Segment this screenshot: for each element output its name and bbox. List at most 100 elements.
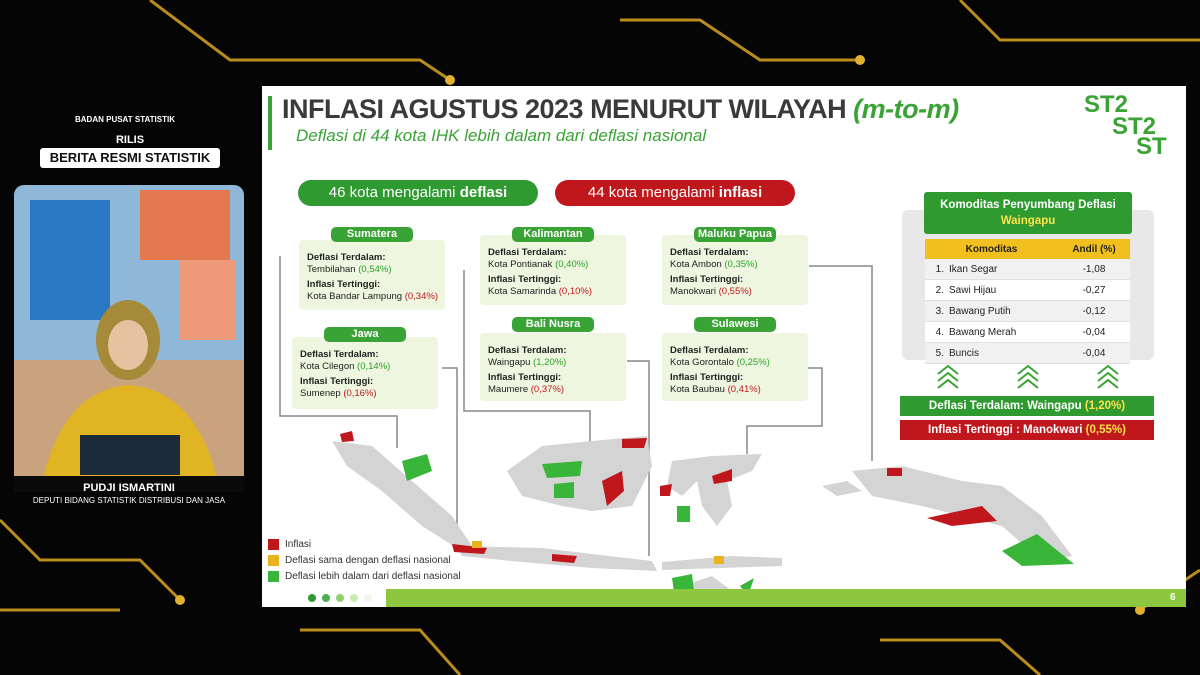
region-box: Deflasi Terdalam: Kota Ambon (0,35%) Infla… — [662, 235, 808, 305]
table-cell: 1. — [925, 259, 948, 280]
region-box: Deflasi Terdalam: Kota Cilegon (0,14%) Inf… — [292, 337, 438, 409]
inflasi-value: (0,34%) — [404, 291, 438, 302]
inflasi-value: (0,10%) — [558, 286, 593, 297]
deflasi-badge: 46 kota mengalami deflasi — [298, 180, 538, 206]
inflasi-city: Kota Baubau — [670, 384, 725, 395]
commodity-table: Komoditas Andil (%) 1. Ikan Segar -1,08 2. S… — [925, 239, 1130, 364]
table-cell: Bawang Merah — [948, 321, 1058, 343]
inflasi-label: Inflasi Tertinggi: — [300, 376, 374, 387]
table-cell: -0,27 — [1058, 279, 1130, 301]
legend-label: Deflasi lebih dalam dari deflasi nasiona… — [285, 571, 461, 583]
region-tab: Kalimantan — [512, 227, 594, 242]
deflasi-value: (0,40%) — [555, 259, 589, 270]
deflasi-line: Kota Gorontalo (0,25%) — [670, 357, 808, 369]
inflasi-line: Manokwari (0,55%) — [670, 286, 808, 298]
page-number: 6 — [1170, 592, 1176, 603]
region-tab: Sulawesi — [694, 317, 776, 332]
header-cell: Komoditas — [925, 239, 1058, 259]
deflasi-city: Kota Cilegon — [300, 361, 355, 372]
inflasi-value: (0,55%) — [718, 286, 752, 297]
deflasi-value: (0,14%) — [357, 361, 391, 372]
table-cell: 4. — [925, 321, 948, 343]
deflasi-value: (0,54%) — [358, 264, 392, 275]
table-body: 1. Ikan Segar -1,08 2. Sawi Hijau -0,27 3. Bawa… — [925, 259, 1130, 364]
inflasi-badge: 44 kota mengalami inflasi — [555, 180, 795, 206]
slide: INFLASI AGUSTUS 2023 MENURUT WILAYAH (m-… — [262, 86, 1186, 607]
table-header: Komoditas Andil (%) — [925, 239, 1130, 259]
rilis-label: RILIS — [115, 134, 145, 146]
badge-text: 46 kota mengalami — [328, 184, 456, 201]
table-row: 3. Bawang Putih -0,12 — [925, 300, 1130, 322]
badge-emph: inflasi — [718, 184, 763, 201]
svg-text:ST2: ST2 — [1084, 91, 1128, 118]
inflasi-value: (0,37%) — [530, 384, 565, 395]
logo-text: BADAN PUSAT STATISTIK — [75, 115, 175, 124]
legend-label: Deflasi sama dengan deflasi nasional — [285, 555, 451, 567]
region-tab: Maluku Papua — [694, 227, 776, 242]
summary-value: (1,20%) — [1084, 400, 1126, 412]
deflasi-label: Deflasi Terdalam: — [300, 349, 379, 360]
header-cell: Andil (%) — [1058, 239, 1130, 259]
table-cell: Sawi Hijau — [948, 279, 1058, 301]
table-cell: 3. — [925, 300, 948, 322]
legend-item: Deflasi sama dengan deflasi nasional — [268, 555, 451, 566]
speaker-name: PUDJI ISMARTINI — [83, 482, 175, 494]
inflasi-city: Kota Bandar Lampung — [307, 291, 403, 302]
table-cell: 2. — [925, 279, 948, 301]
legend-label: Inflasi — [285, 539, 312, 551]
commodity-title: Komoditas Penyumbang Deflasi Waingapu — [924, 192, 1132, 234]
region-box: Deflasi Terdalam: Tembilahan (0,54%) Infla… — [299, 240, 445, 310]
region-box: Deflasi Terdalam: Waingapu (1,20%) Inflasi… — [480, 333, 626, 401]
slide-title: INFLASI AGUSTUS 2023 MENURUT WILAYAH (m-… — [282, 94, 959, 125]
deflasi-city: Kota Gorontalo — [670, 357, 734, 368]
inflasi-line: Kota Samarinda (0,10%) — [488, 286, 626, 298]
commodity-title-text: Komoditas Penyumbang Deflasi — [940, 199, 1116, 211]
deflasi-label: Deflasi Terdalam: — [488, 345, 567, 356]
legend-item: Inflasi — [268, 539, 311, 550]
table-row: 5. Buncis -0,04 — [925, 342, 1130, 364]
inflasi-city: Manokwari — [670, 286, 716, 297]
deflasi-line: Kota Ambon (0,35%) — [670, 259, 808, 271]
table-row: 2. Sawi Hijau -0,27 — [925, 279, 1130, 301]
inflasi-line: Sumenep (0,16%) — [300, 388, 438, 400]
summary-deflasi: Deflasi Terdalam: Waingapu (1,20%) — [900, 396, 1154, 416]
deflasi-line: Kota Pontianak (0,40%) — [488, 259, 626, 271]
inflasi-line: Maumere (0,37%) — [488, 384, 626, 396]
deflasi-label: Deflasi Terdalam: — [670, 247, 749, 258]
deflasi-city: Kota Pontianak — [488, 259, 553, 270]
inflasi-label: Inflasi Tertinggi: — [307, 279, 381, 290]
summary-value: (0,55%) — [1085, 424, 1126, 436]
inflasi-line: Kota Bandar Lampung (0,34%) — [307, 291, 445, 303]
summary-text: Inflasi Tertinggi : Manokwari — [928, 424, 1083, 436]
table-cell: Bawang Putih — [948, 300, 1058, 322]
table-cell: -0,04 — [1058, 342, 1130, 364]
inflasi-label: Inflasi Tertinggi: — [488, 372, 562, 383]
region-tab: Sumatera — [331, 227, 413, 242]
region-box: Deflasi Terdalam: Kota Gorontalo (0,25%) I… — [662, 333, 808, 401]
region-tab: Jawa — [324, 327, 406, 342]
inflasi-value: (0,41%) — [727, 384, 761, 395]
region-tab: Bali Nusra — [512, 317, 594, 332]
svg-text:ST: ST — [1136, 133, 1167, 156]
table-row: 4. Bawang Merah -0,04 — [925, 321, 1130, 343]
title-suffix: (m-to-m) — [853, 94, 959, 124]
deflasi-label: Deflasi Terdalam: — [488, 247, 567, 258]
legend-item: Deflasi lebih dalam dari deflasi nasiona… — [268, 571, 461, 582]
inflasi-label: Inflasi Tertinggi: — [670, 274, 744, 285]
inflasi-label: Inflasi Tertinggi: — [670, 372, 744, 383]
inflasi-value: (0,16%) — [343, 388, 377, 399]
summary-text: Deflasi Terdalam: Waingapu — [928, 400, 1082, 412]
table-cell: -0,12 — [1058, 300, 1130, 322]
badge-text: 44 kota mengalami — [587, 184, 715, 201]
deflasi-label: Deflasi Terdalam: — [670, 345, 749, 356]
deflasi-value: (0,35%) — [724, 259, 758, 270]
table-cell: Buncis — [948, 342, 1058, 364]
svg-text:ST2: ST2 — [1112, 113, 1156, 140]
table-row: 1. Ikan Segar -1,08 — [925, 259, 1130, 280]
inflasi-city: Sumenep — [300, 388, 341, 399]
inflasi-city: Maumere — [488, 384, 529, 395]
badge-emph: deflasi — [459, 184, 508, 201]
deflasi-line: Kota Cilegon (0,14%) — [300, 361, 438, 373]
